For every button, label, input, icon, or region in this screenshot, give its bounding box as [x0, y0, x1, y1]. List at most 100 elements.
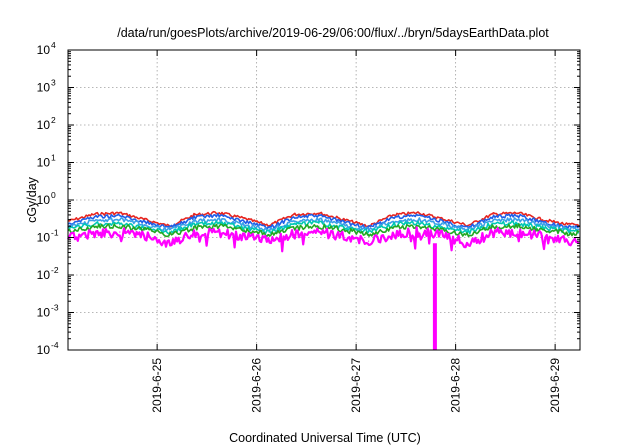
- series-point: [218, 231, 220, 233]
- series-group: [67, 217, 580, 232]
- series-point: [318, 222, 320, 224]
- series-point: [119, 225, 121, 227]
- series-point: [492, 223, 494, 225]
- series-point: [517, 212, 519, 214]
- series-point: [268, 231, 270, 233]
- series-point: [168, 229, 171, 231]
- y-tick-label: 101: [37, 153, 56, 170]
- series-point: [293, 227, 295, 229]
- series-point: [119, 215, 121, 217]
- series-point: [69, 230, 71, 232]
- series-point: [243, 217, 245, 220]
- series-point: [367, 231, 370, 233]
- series-point: [442, 220, 444, 222]
- series-point: [343, 227, 345, 229]
- series-point: [94, 213, 96, 215]
- series-point: [566, 224, 569, 226]
- series-point: [566, 240, 569, 242]
- series-point: [392, 220, 395, 222]
- series-point: [193, 233, 196, 236]
- y-tick-label: 104: [37, 40, 56, 57]
- series-point: [168, 233, 171, 236]
- series-point: [293, 213, 295, 216]
- series-point: [542, 227, 544, 229]
- series-point: [417, 219, 419, 221]
- series-point: [318, 215, 320, 217]
- series-point: [119, 231, 121, 233]
- x-tick-label: 2019-6-27: [349, 358, 363, 413]
- series-point: [517, 219, 519, 221]
- series-point: [542, 221, 544, 223]
- series-point: [566, 232, 569, 234]
- y-tick-label: 10-2: [37, 265, 59, 282]
- series-line: [67, 223, 580, 238]
- series-point: [367, 233, 370, 236]
- series-point: [542, 224, 544, 226]
- series-point: [417, 225, 419, 227]
- series-point: [268, 224, 270, 227]
- series-point: [467, 224, 469, 227]
- y-tick-label: 103: [37, 78, 56, 95]
- x-tick-label: 2019-6-26: [250, 358, 264, 413]
- series-layer: [67, 210, 580, 350]
- series-point: [119, 219, 121, 221]
- series-point: [168, 242, 171, 244]
- x-tick-label: 2019-6-29: [548, 358, 562, 413]
- series-point: [417, 222, 419, 224]
- series-point: [318, 231, 320, 233]
- series-point: [517, 225, 519, 227]
- series-point: [392, 224, 395, 226]
- y-tick-exponent: -1: [51, 228, 59, 238]
- x-tick-label: 2019-6-25: [150, 358, 164, 413]
- series-group: [67, 226, 580, 253]
- series-point: [243, 224, 245, 226]
- series-point: [392, 227, 395, 229]
- y-tick-exponent: 0: [51, 190, 56, 200]
- series-point: [367, 240, 370, 242]
- series-point: [94, 232, 96, 234]
- series-point: [417, 231, 419, 233]
- y-tick-exponent: 2: [51, 115, 56, 125]
- series-point: [566, 230, 569, 232]
- series-point: [517, 215, 519, 217]
- series-point: [94, 223, 96, 225]
- series-point: [343, 235, 345, 237]
- x-tick-label: 2019-6-28: [449, 358, 463, 413]
- series-point: [94, 216, 96, 218]
- series-point: [193, 224, 196, 226]
- series-line: [67, 212, 580, 230]
- series-point: [492, 232, 494, 234]
- series-point: [69, 222, 71, 224]
- series-point: [94, 220, 96, 222]
- series-point: [193, 220, 196, 222]
- series-point: [94, 226, 96, 228]
- series-point: [268, 240, 270, 242]
- series-point: [318, 225, 320, 227]
- series-point: [293, 233, 295, 236]
- series-point: [566, 226, 569, 228]
- series-point: [492, 226, 494, 228]
- series-point: [442, 218, 444, 220]
- series-point: [119, 212, 121, 214]
- series-point: [218, 219, 220, 221]
- y-tick-exponent: -3: [51, 303, 59, 313]
- series-point: [517, 231, 519, 233]
- series-group: [67, 223, 580, 238]
- series-point: [542, 235, 544, 237]
- chart-title: /data/run/goesPlots/archive/2019-06-29/0…: [117, 26, 549, 40]
- y-tick-label: 10-3: [37, 303, 59, 320]
- series-point: [243, 227, 245, 229]
- series-point: [492, 220, 494, 222]
- series-point: [442, 235, 444, 237]
- series-point: [542, 229, 544, 231]
- series-line: [67, 226, 580, 253]
- series-point: [467, 231, 469, 233]
- y-tick-exponent: 1: [51, 153, 56, 163]
- series-line: [67, 210, 580, 228]
- series-point: [243, 229, 245, 231]
- series-point: [243, 220, 245, 222]
- y-tick-label: 10-1: [37, 228, 59, 245]
- series-point: [442, 229, 444, 231]
- y-tick-label: 100: [37, 190, 56, 207]
- series-point: [392, 216, 395, 219]
